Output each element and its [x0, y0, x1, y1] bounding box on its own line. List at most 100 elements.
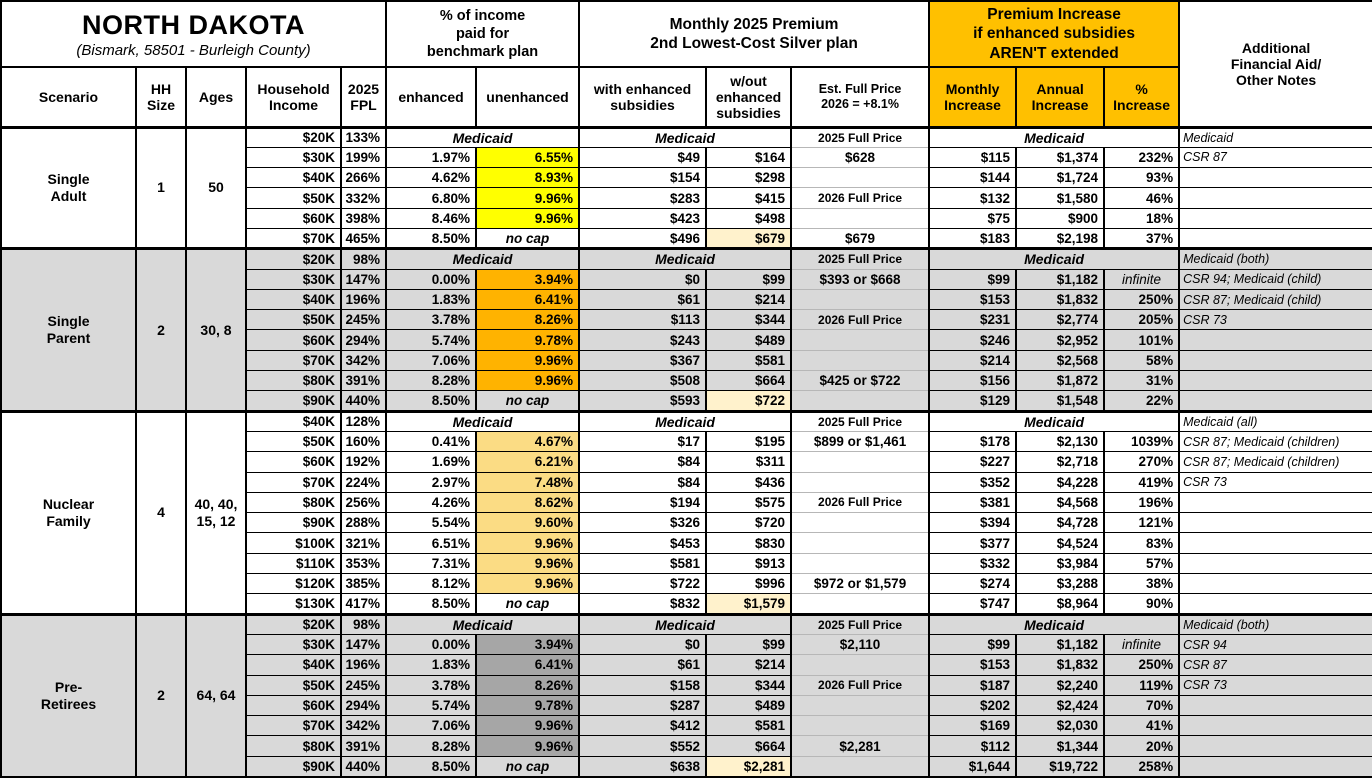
full-price-cell	[790, 471, 931, 493]
premium-with-subsidies-cell: $593	[578, 390, 708, 412]
group-header-income-pct: % of income paid for benchmark plan	[385, 0, 581, 68]
income-cell: $70K	[245, 349, 342, 372]
enhanced-pct-cell: 0.00%	[385, 633, 478, 656]
notes-cell	[1178, 167, 1372, 189]
annual-increase-cell: $19,722	[1015, 755, 1106, 778]
scenario-label: Pre- Retirees	[0, 612, 137, 778]
notes-cell	[1178, 207, 1372, 229]
ages-cell: 64, 64	[185, 612, 247, 778]
notes-cell	[1178, 187, 1372, 209]
group-header-notes: Additional Financial Aid/ Other Notes	[1178, 0, 1372, 128]
premium-without-subsidies-cell: $664	[705, 370, 793, 392]
monthly-increase-cell: $332	[928, 552, 1018, 575]
ages-cell: 50	[185, 125, 247, 250]
notes-cell: CSR 94; Medicaid (child)	[1178, 268, 1372, 290]
enhanced-pct-cell: 5.74%	[385, 329, 478, 351]
premium-with-subsidies-cell: $326	[578, 512, 708, 534]
notes-cell	[1178, 735, 1372, 757]
income-cell: $40K	[245, 409, 342, 432]
premium-without-subsidies-cell: $344	[705, 674, 793, 696]
full-price-cell: $393 or $668	[790, 268, 931, 290]
full-price-cell	[790, 207, 931, 229]
income-cell: $100K	[245, 532, 342, 554]
full-price-cell: 2026 Full Price	[790, 674, 931, 696]
pct-increase-cell: 18%	[1103, 207, 1181, 229]
enhanced-pct-cell: 8.28%	[385, 735, 478, 757]
monthly-increase-cell: $153	[928, 654, 1018, 676]
annual-increase-cell: $900	[1015, 207, 1106, 229]
col-header-unenhanced: unenhanced	[475, 66, 581, 128]
enhanced-pct-cell: 8.46%	[385, 207, 478, 229]
fpl-cell: 342%	[339, 715, 388, 737]
monthly-increase-cell: $144	[928, 167, 1018, 189]
income-cell: $60K	[245, 207, 342, 229]
fpl-cell: 98%	[339, 247, 388, 270]
pct-increase-cell: 258%	[1103, 755, 1181, 778]
enhanced-pct-cell: 4.26%	[385, 491, 478, 514]
annual-increase-cell: $8,964	[1015, 593, 1106, 615]
fpl-cell: 98%	[339, 612, 388, 635]
pct-increase-cell: 31%	[1103, 370, 1181, 392]
medicaid-merged-cell: Medicaid	[578, 612, 793, 635]
pct-increase-cell: 270%	[1103, 451, 1181, 473]
notes-cell: CSR 87	[1178, 146, 1372, 169]
pct-increase-cell: 22%	[1103, 390, 1181, 412]
notes-cell	[1178, 755, 1372, 778]
pct-increase-cell: 121%	[1103, 512, 1181, 534]
ages-cell: 30, 8	[185, 247, 247, 412]
fpl-cell: 133%	[339, 125, 388, 148]
income-cell: $90K	[245, 755, 342, 778]
unenhanced-pct-cell: 9.78%	[475, 694, 581, 717]
notes-cell	[1178, 227, 1372, 250]
annual-increase-cell: $2,198	[1015, 227, 1106, 250]
annual-increase-cell: $2,568	[1015, 349, 1106, 372]
enhanced-pct-cell: 1.97%	[385, 146, 478, 169]
income-cell: $70K	[245, 227, 342, 250]
col-header-fpl: 2025 FPL	[339, 66, 388, 128]
premium-with-subsidies-cell: $508	[578, 370, 708, 392]
unenhanced-pct-cell: 8.93%	[475, 167, 581, 189]
notes-cell	[1178, 390, 1372, 412]
notes-cell: CSR 73	[1178, 471, 1372, 493]
enhanced-pct-cell: 8.50%	[385, 227, 478, 250]
unenhanced-pct-cell: 6.41%	[475, 654, 581, 676]
income-cell: $80K	[245, 735, 342, 757]
income-cell: $50K	[245, 309, 342, 331]
annual-increase-cell: $2,240	[1015, 674, 1106, 696]
enhanced-pct-cell: 1.83%	[385, 288, 478, 311]
notes-cell	[1178, 491, 1372, 514]
medicaid-merged-cell: Medicaid	[928, 612, 1181, 635]
premium-without-subsidies-cell: $436	[705, 471, 793, 493]
full-price-cell: 2026 Full Price	[790, 309, 931, 331]
fpl-cell: 391%	[339, 370, 388, 392]
fpl-cell: 196%	[339, 288, 388, 311]
fpl-cell: 266%	[339, 167, 388, 189]
income-cell: $40K	[245, 288, 342, 311]
premium-without-subsidies-cell: $664	[705, 735, 793, 757]
premium-with-subsidies-cell: $581	[578, 552, 708, 575]
unenhanced-pct-cell: 9.96%	[475, 370, 581, 392]
annual-increase-cell: $4,524	[1015, 532, 1106, 554]
premium-with-subsidies-cell: $158	[578, 674, 708, 696]
medicaid-merged-cell: Medicaid	[578, 409, 793, 432]
fpl-cell: 332%	[339, 187, 388, 209]
full-price-cell	[790, 593, 931, 615]
premium-with-subsidies-cell: $49	[578, 146, 708, 169]
full-price-cell: 2025 Full Price	[790, 409, 931, 432]
fpl-cell: 196%	[339, 654, 388, 676]
income-cell: $40K	[245, 167, 342, 189]
premium-with-subsidies-cell: $61	[578, 288, 708, 311]
group-header-premium: Monthly 2025 Premium 2nd Lowest-Cost Sil…	[578, 0, 931, 68]
notes-cell	[1178, 552, 1372, 575]
income-cell: $110K	[245, 552, 342, 575]
pct-increase-cell: infinite	[1103, 633, 1181, 656]
enhanced-pct-cell: 2.97%	[385, 471, 478, 493]
monthly-increase-cell: $231	[928, 309, 1018, 331]
full-price-cell: $628	[790, 146, 931, 169]
unenhanced-pct-cell: 6.41%	[475, 288, 581, 311]
income-cell: $30K	[245, 633, 342, 656]
unenhanced-pct-cell: 9.96%	[475, 735, 581, 757]
scenario-label: Single Parent	[0, 247, 137, 412]
monthly-increase-cell: $747	[928, 593, 1018, 615]
pct-increase-cell: 37%	[1103, 227, 1181, 250]
